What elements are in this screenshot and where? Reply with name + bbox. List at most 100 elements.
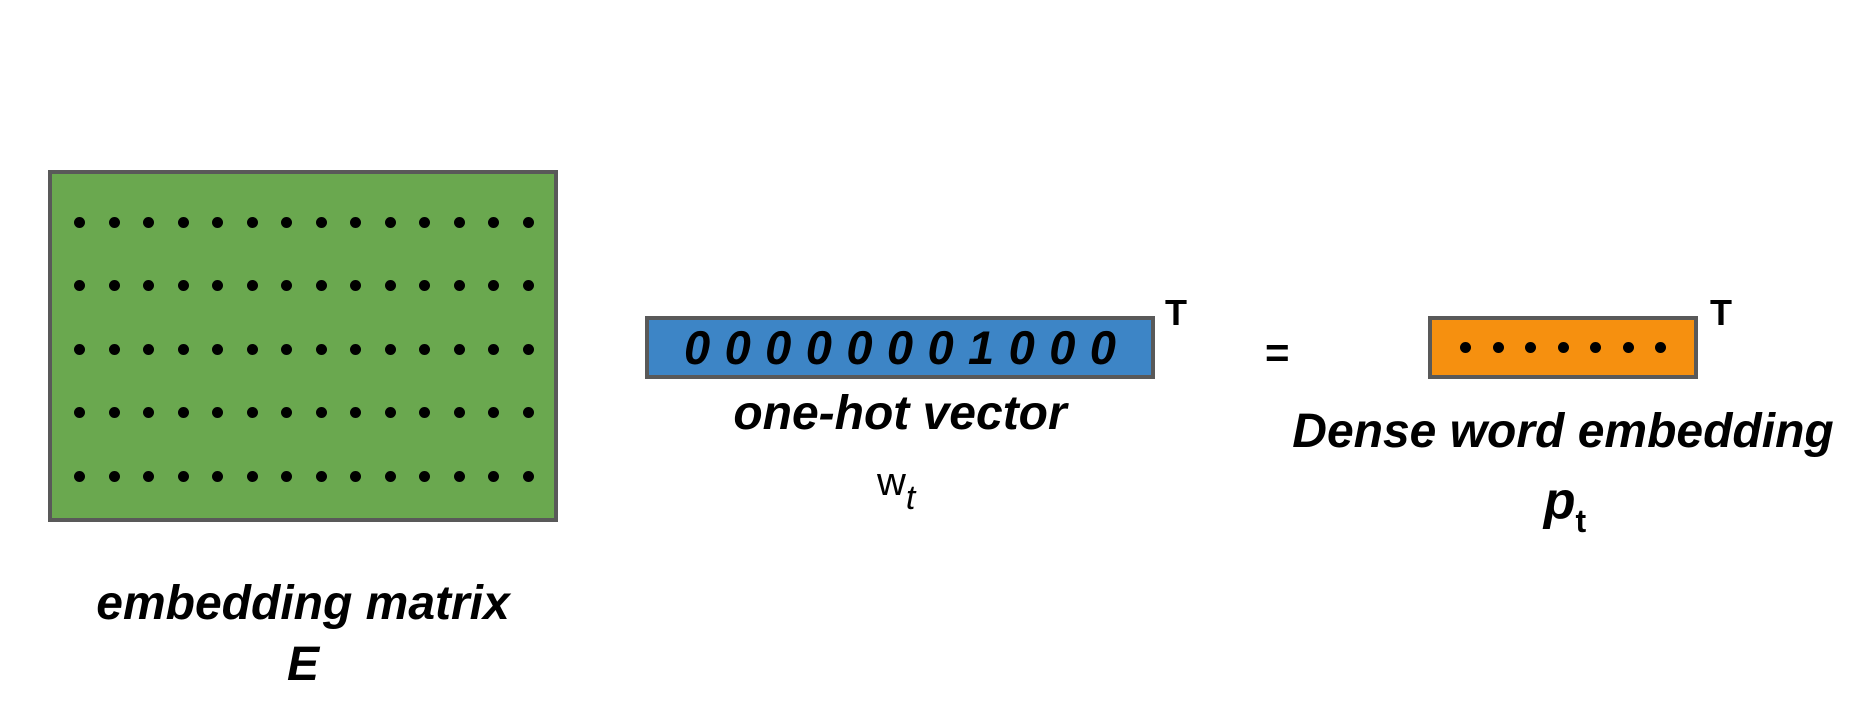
matrix-dot [246,406,258,418]
matrix-dot [246,343,258,355]
matrix-dot [74,406,85,418]
matrix-dot [315,343,327,355]
matrix-dot [522,343,534,355]
matrix-dot [522,470,534,482]
one-hot-digit: 0 [805,321,832,374]
matrix-dot [384,279,396,291]
matrix-dot [143,470,155,482]
matrix-dot [281,279,293,291]
matrix-dot [350,279,362,291]
dense-transpose-mark: T [1710,292,1732,333]
matrix-dot [177,343,189,355]
matrix-dot [453,216,465,228]
matrix-dot [281,406,293,418]
dense-dot [1590,342,1601,353]
matrix-dot [453,279,465,291]
matrix-dot [419,279,431,291]
matrix-dot [246,470,258,482]
dense-embedding-box [1428,316,1698,379]
matrix-dot [108,279,120,291]
matrix-row [74,275,534,295]
one-hot-digit: 0 [724,321,751,374]
dense-symbol-subscript: t [1575,503,1587,539]
matrix-dot [384,343,396,355]
one-hot-vector-label: one-hot vector [733,387,1067,440]
one-hot-digit: 0 [765,321,792,374]
matrix-dot [212,216,224,228]
matrix-row [74,212,534,232]
one-hot-symbol-base: w [877,460,906,504]
one-hot-digit: 0 [684,321,711,374]
matrix-dot [350,406,362,418]
one-hot-digit: 0 [886,321,914,374]
matrix-dot [281,470,293,482]
matrix-dot [212,406,224,418]
matrix-dot [419,406,431,418]
dense-dot [1557,342,1569,353]
matrix-dot [488,470,500,482]
matrix-dot [74,216,85,228]
one-hot-vector-symbol: wt [877,462,915,515]
matrix-dot [315,279,327,291]
dense-symbol-base: p [1543,472,1576,530]
dense-dot [1622,342,1634,353]
one-hot-digit: 1 [968,321,995,374]
matrix-dot [350,470,362,482]
matrix-dot [143,343,155,355]
matrix-dot [177,216,189,228]
matrix-dot [522,406,534,418]
matrix-dot [350,343,362,355]
one-hot-transpose-mark: T [1165,292,1187,333]
matrix-dot [315,406,327,418]
matrix-dot [453,406,465,418]
matrix-dot [212,343,224,355]
matrix-dot [488,343,500,355]
matrix-dot [74,470,85,482]
one-hot-digit: 0 [1089,321,1116,374]
one-hot-digit: 0 [1049,321,1076,374]
matrix-dot [177,406,189,418]
matrix-dot [522,279,534,291]
matrix-dot [143,406,155,418]
matrix-dot [177,279,189,291]
matrix-dot [74,343,85,355]
matrix-dot [281,343,293,355]
one-hot-digit: 0 [1008,321,1035,374]
one-hot-digit: 0 [846,321,873,374]
dense-embedding-symbol: pt [1544,475,1586,537]
matrix-dot [108,406,120,418]
matrix-dot [74,279,85,291]
matrix-dot [281,216,293,228]
matrix-row [74,339,534,359]
embedding-matrix-symbol: E [286,638,320,691]
matrix-dot [143,216,155,228]
matrix-dot [488,279,500,291]
matrix-dot [246,216,258,228]
matrix-dot [350,216,362,228]
matrix-dot [212,470,224,482]
matrix-row [74,402,534,422]
matrix-dot [143,279,155,291]
matrix-dot [246,279,258,291]
one-hot-digit: 0 [927,321,954,374]
matrix-dot [177,470,189,482]
dense-dot [1525,342,1536,353]
matrix-dot [419,470,431,482]
matrix-dot [522,216,534,228]
matrix-dot [384,406,396,418]
matrix-dot [212,279,224,291]
matrix-row [74,466,534,486]
dense-embedding-label: Dense word embedding [1292,405,1834,458]
matrix-dot [419,216,431,228]
embedding-matrix-box [48,170,558,522]
equals-sign: = [1265,329,1290,376]
matrix-dot [419,343,431,355]
dense-dot [1492,342,1504,353]
matrix-dot [315,470,327,482]
dense-dot [1655,342,1666,353]
dense-embedding-dots [1460,320,1666,375]
dense-dot [1460,342,1471,353]
matrix-dot [453,470,465,482]
